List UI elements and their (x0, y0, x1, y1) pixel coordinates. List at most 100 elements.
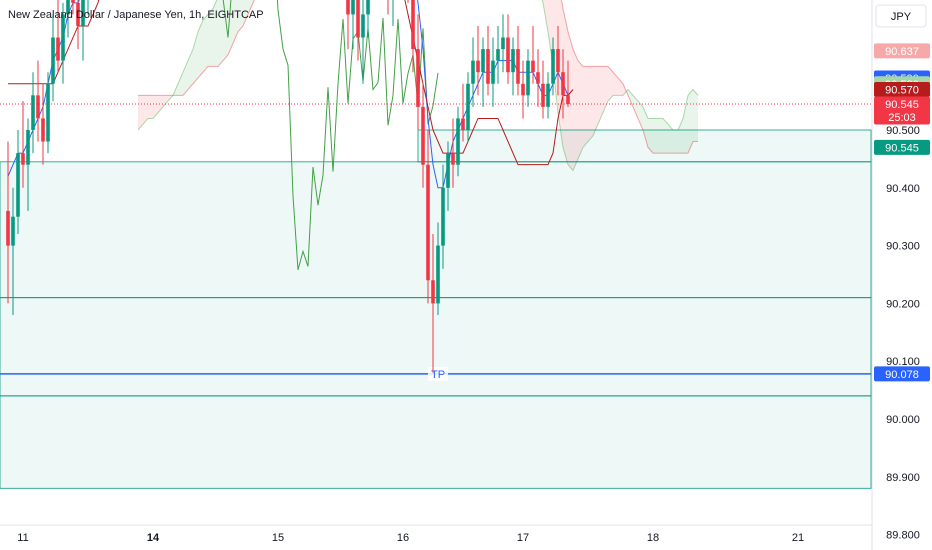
cloud-segment (673, 130, 678, 154)
candle-body (346, 0, 350, 15)
candle-body (56, 37, 60, 61)
candle-body (6, 210, 10, 246)
cloud-segment (588, 66, 593, 142)
cloud-segment (578, 60, 583, 159)
candle-body (526, 60, 530, 96)
candle-body (511, 49, 515, 73)
candle-body (416, 49, 420, 107)
candle-body (456, 118, 460, 165)
cloud-segment (693, 89, 698, 142)
cloud-segment (623, 83, 628, 96)
price-badge-value: 90.570 (885, 85, 919, 97)
price-badge (874, 139, 930, 155)
cloud-segment (643, 106, 648, 148)
base-line (8, 0, 574, 166)
candle-body (551, 49, 555, 84)
cloud-segment (218, 0, 223, 67)
candle-body (421, 106, 425, 165)
candle-body (446, 153, 450, 188)
candle-body (546, 83, 550, 107)
cloud-segment (238, 0, 243, 32)
time-axis: 11 14 15 16 17 18 21 (0, 524, 872, 544)
cloud-segment (613, 72, 618, 96)
candle-body (356, 0, 360, 38)
currency-label[interactable]: JPY (891, 11, 912, 23)
time-tick-label: 17 (517, 532, 529, 544)
candle-body (491, 60, 495, 84)
candle-body (561, 72, 565, 96)
cloud-segment (163, 95, 168, 107)
cloud-segment (243, 0, 248, 26)
candle-body (536, 72, 540, 84)
header: New Zealand Dollar / Japanese Yen, 1h, E… (8, 9, 264, 21)
time-tick-label: 14 (147, 532, 160, 544)
cloud-segment (543, 0, 548, 32)
candle-body (351, 0, 355, 15)
price-badge (874, 43, 930, 59)
candle-body (51, 37, 55, 84)
price-badge (874, 96, 930, 125)
chart-title: New Zealand Dollar / Japanese Yen, 1h, E… (8, 9, 264, 21)
candle-body (531, 60, 535, 73)
conversion-line (7, 0, 574, 189)
candle-body (11, 216, 15, 246)
candle-body (521, 83, 525, 96)
candle-body (441, 187, 445, 246)
price-tick-label: 90.500 (886, 125, 920, 137)
cloud-segment (573, 49, 578, 171)
price-badge-value: 90.545 (885, 142, 919, 154)
candle-body (431, 280, 435, 304)
candle-body (461, 118, 465, 130)
drawing-zones (0, 129, 872, 489)
cloud-segment (653, 118, 658, 154)
cloud-segment (683, 95, 688, 154)
candle-body (26, 130, 30, 165)
candle-body (436, 245, 440, 304)
candle-body (481, 49, 485, 73)
cloud-segment (228, 0, 233, 55)
cloud-segment (678, 118, 683, 154)
currency-box-frame[interactable] (875, 4, 927, 28)
time-tick-label: 11 (17, 532, 28, 544)
cloud-segment (638, 101, 643, 130)
cloud-segment (628, 89, 633, 107)
price-tick-label: 90.300 (886, 241, 920, 253)
candle-body (566, 95, 570, 104)
cloud-segment (598, 66, 603, 125)
bar-countdown: 25:03 (888, 112, 916, 124)
cloud-segment (223, 0, 228, 61)
lagging-span (222, 0, 439, 271)
price-tick-label: 89.900 (886, 472, 920, 484)
candle-body (516, 49, 520, 84)
cloud-segment (253, 0, 255, 3)
cloud-segment (153, 95, 158, 119)
cloud-segment (208, 8, 213, 67)
price-badges: 90.85090.63790.59090.58090.57090.54525:0… (874, 43, 930, 382)
candle-body (61, 14, 65, 61)
cloud-segment (213, 0, 218, 67)
candle-body (556, 49, 560, 73)
price-tick-label: 90.200 (886, 298, 920, 310)
cloud-segment (158, 95, 163, 113)
cloud-segment (193, 31, 198, 84)
cloud-segment (143, 95, 148, 125)
cloud-segment (178, 72, 183, 96)
candle-body (496, 49, 500, 61)
candle-body (471, 60, 475, 84)
price-badge-value: 90.078 (885, 369, 919, 381)
candle-body (81, 0, 85, 26)
candle-body (476, 60, 480, 73)
candle-body (361, 14, 365, 38)
candle-body (71, 0, 75, 3)
tp-label: TP (431, 369, 445, 381)
cloud-segment (603, 66, 608, 113)
price-tick-label: 90.400 (886, 183, 920, 195)
price-ticks: 91.10091.00090.90090.50090.40090.30090.2… (886, 125, 920, 542)
cloud-segment (668, 124, 673, 154)
cloud-segment (648, 118, 653, 154)
cloud-segment (663, 118, 668, 154)
support-zone (0, 161, 872, 299)
currency-box[interactable]: JPY (875, 4, 927, 28)
